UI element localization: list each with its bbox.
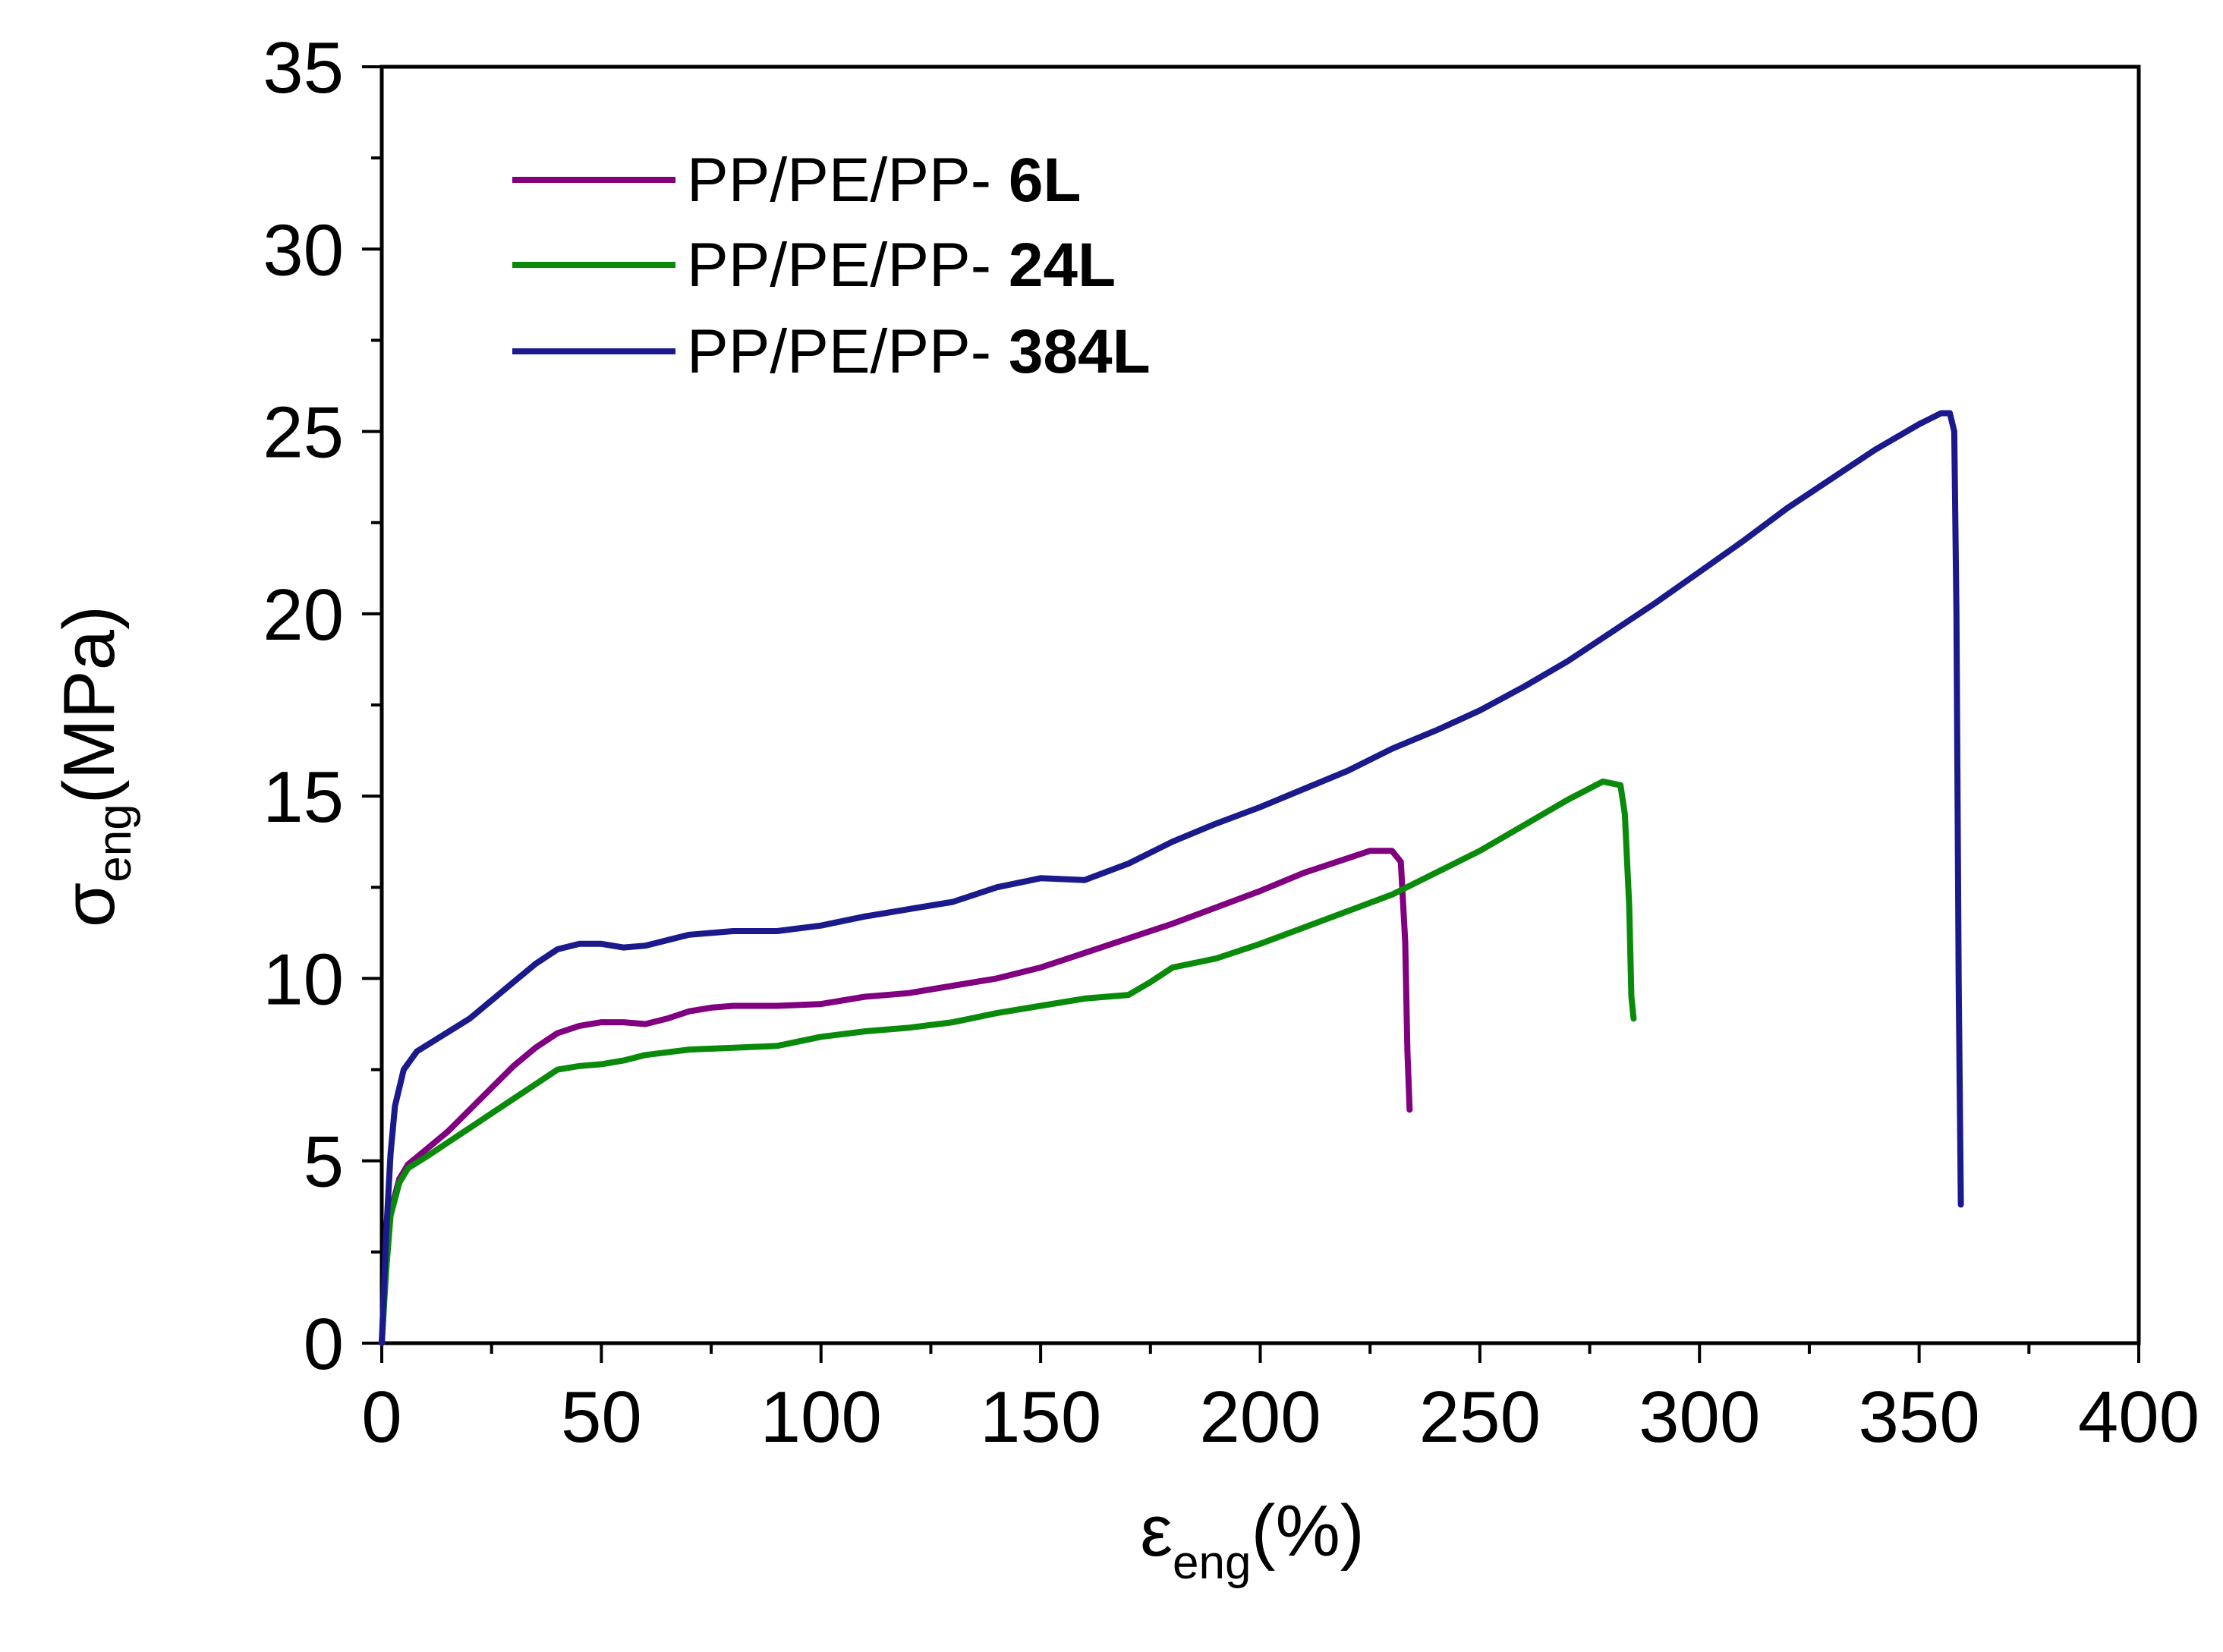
y-tick-label: 35 xyxy=(263,27,344,109)
x-tick-label: 400 xyxy=(2078,1377,2199,1458)
legend-label-384L: PP/PE/PP- 384L xyxy=(687,317,1151,386)
series-group xyxy=(379,410,1964,1346)
y-tick-label: 0 xyxy=(304,1304,344,1385)
y-axis-unit: (MPa) xyxy=(49,606,130,804)
x-axis-symbol: ε xyxy=(1140,1490,1173,1572)
legend-entry-6L: PP/PE/PP- 6L xyxy=(512,146,1082,215)
x-tick-label: 250 xyxy=(1419,1377,1541,1458)
y-tick-label: 20 xyxy=(263,574,344,656)
series-line-384L xyxy=(379,410,1964,1346)
x-tick-label: 200 xyxy=(1199,1377,1321,1458)
plot-frame xyxy=(379,65,2141,1345)
x-axis-unit: (%) xyxy=(1251,1490,1364,1572)
legend-label-6L: PP/PE/PP- 6L xyxy=(687,146,1082,215)
x-axis: 0 50 100 150 200 250 300 350 400 xyxy=(361,1343,2199,1458)
y-axis-subscript: eng xyxy=(89,804,141,882)
y-axis: 0 5 10 15 20 25 30 35 xyxy=(263,27,382,1385)
series-line-6L xyxy=(379,848,1413,1346)
x-tick-label: 50 xyxy=(561,1377,642,1458)
y-tick-label: 10 xyxy=(263,939,344,1020)
x-axis-title: εeng(%) xyxy=(1140,1490,1365,1589)
y-tick-label: 30 xyxy=(263,209,344,291)
x-tick-label: 350 xyxy=(1859,1377,1980,1458)
plot-area xyxy=(379,65,2141,1345)
x-tick-label: 0 xyxy=(361,1377,401,1458)
legend-entry-384L: PP/PE/PP- 384L xyxy=(512,317,1151,386)
y-tick-label: 5 xyxy=(304,1122,344,1203)
y-tick-label: 15 xyxy=(263,757,344,838)
y-axis-symbol: σ xyxy=(49,883,130,927)
y-tick-label: 25 xyxy=(263,392,344,474)
x-tick-label: 100 xyxy=(760,1377,882,1458)
legend-entry-24L: PP/PE/PP- 24L xyxy=(512,231,1116,300)
series-line-24L xyxy=(379,778,1637,1346)
legend-label-24L: PP/PE/PP- 24L xyxy=(687,231,1116,300)
legend: PP/PE/PP- 6L PP/PE/PP- 24L PP/PE/PP- 384… xyxy=(512,146,1151,386)
x-axis-subscript: eng xyxy=(1173,1537,1251,1589)
x-tick-label: 300 xyxy=(1639,1377,1760,1458)
y-axis-title: σeng(MPa) xyxy=(49,606,141,927)
x-tick-label: 150 xyxy=(980,1377,1101,1458)
